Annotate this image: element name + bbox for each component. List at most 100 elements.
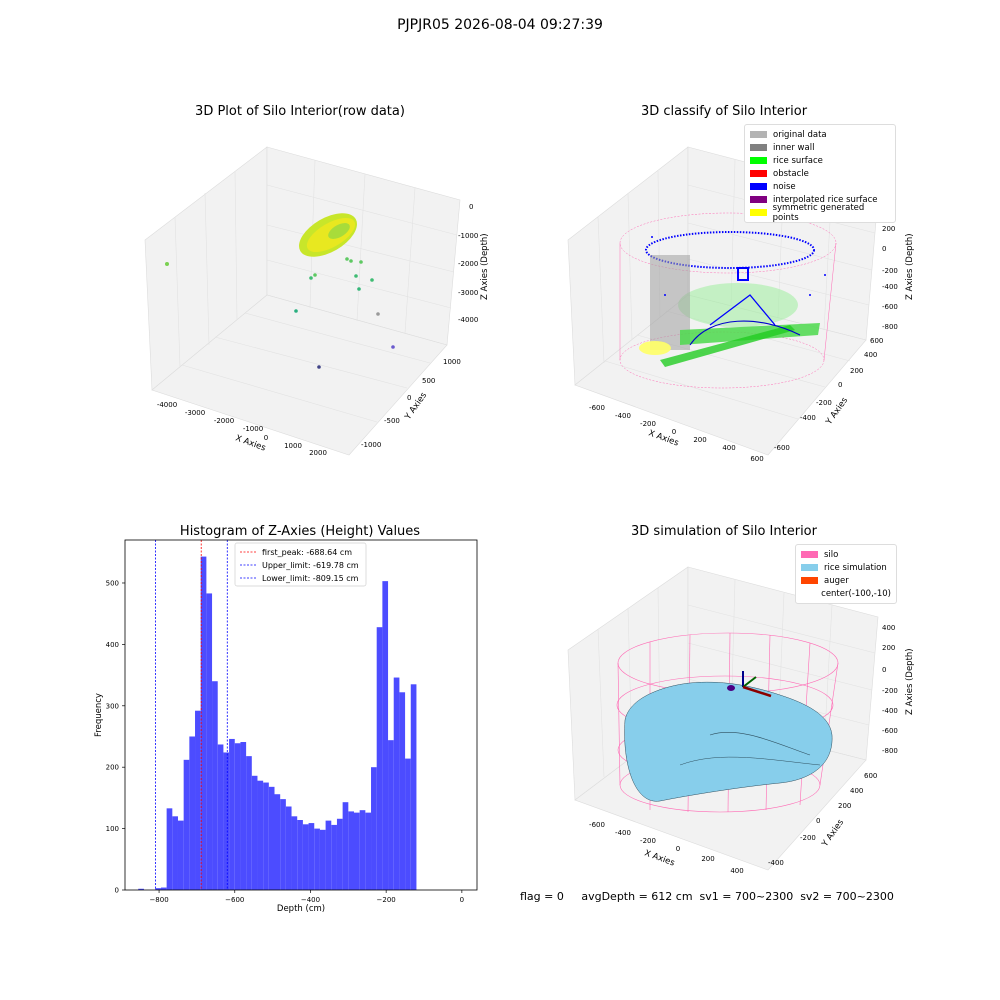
histogram-bar [138,888,144,890]
svg-text:-1000: -1000 [243,425,263,433]
histogram-frame [124,539,478,891]
svg-text:-400: -400 [882,707,898,715]
classify-point-cloud [639,231,826,367]
legend-swatch [750,170,767,177]
y-tick-label: 400 [106,641,119,649]
histogram-bar [217,744,224,890]
histogram-bar [240,742,247,890]
legend-item-silo: silo [801,548,891,561]
simulation-xlabel: X Axies [643,848,676,868]
classify-legend: original data inner wall rice surface ob… [744,124,896,223]
histogram-xlabel: Depth (cm) [277,904,325,914]
svg-text:0: 0 [882,666,886,674]
classify-ytick-labels: -600 -400 -200 0 200 400 600 [774,337,883,452]
svg-text:0: 0 [264,434,268,442]
svg-text:-400: -400 [615,412,631,420]
classify-zlabel: Z Axies (Depth) [905,233,915,300]
histogram-bar [212,681,218,890]
svg-text:-800: -800 [882,747,898,755]
svg-text:600: 600 [870,337,883,345]
svg-text:-3000: -3000 [185,409,205,417]
histogram-bar [229,738,235,890]
rice-simulation-surface [624,681,833,802]
legend-swatch [801,551,818,558]
histogram-bar [371,767,377,890]
histogram-bar [388,740,394,890]
svg-text:2000: 2000 [309,449,327,457]
legend-item-original-data: original data [750,128,890,141]
histogram-bar [172,816,178,890]
auger-axes-marker [727,671,772,698]
histogram-bar [166,808,173,890]
histogram-bar [234,743,241,890]
svg-text:600: 600 [864,772,877,780]
legend-item-rice-simulation: rice simulation [801,561,891,574]
svg-text:400: 400 [864,351,877,359]
legend-swatch [801,577,818,584]
figure-title: PJPJR05 2026-08-04 09:27:39 [397,17,603,33]
legend-swatch [750,209,767,216]
histogram-bar [336,818,343,890]
simulation-xtick-labels: -600 -400 -200 0 200 400 [589,821,744,875]
svg-text:500: 500 [422,377,435,385]
histogram-bar [183,759,190,890]
svg-text:0: 0 [469,203,473,211]
svg-text:200: 200 [838,802,851,810]
svg-text:-3000: -3000 [458,289,478,297]
x-tick-label: −600 [225,896,244,904]
raw-ytick-labels: -1000 -500 0 500 1000 [361,358,461,449]
raw-axes-panes [144,146,461,456]
histogram-bar [251,775,258,890]
histogram-bar [285,806,292,890]
svg-text:-200: -200 [816,399,832,407]
histogram-bar [308,823,315,890]
svg-text:1000: 1000 [284,442,302,450]
histogram-bar [342,802,349,890]
simulation-plot-title: 3D simulation of Silo Interior [631,524,817,539]
histogram-y-ticks: 0 100 200 300 400 500 [106,579,125,895]
legend-item-obstacle: obstacle [750,167,890,180]
histogram-bars [138,556,417,890]
svg-text:-400: -400 [768,859,784,867]
svg-text:-400: -400 [882,283,898,291]
svg-text:400: 400 [722,444,735,452]
histogram-bar [206,593,213,890]
svg-text:0: 0 [676,845,680,853]
svg-text:-200: -200 [882,267,898,275]
svg-text:-600: -600 [589,404,605,412]
raw-xtick-labels: -4000 -3000 -2000 -1000 0 1000 2000 [157,401,327,457]
histogram-bar [399,692,406,890]
x-tick-label: 0 [460,896,464,904]
classify-plot-title: 3D classify of Silo Interior [640,104,808,119]
svg-text:-400: -400 [615,829,631,837]
simulation-3d-plot: -600 -400 -200 0 200 400 -400 -200 0 200… [567,566,915,875]
histogram-bar [263,782,269,890]
svg-text:-4000: -4000 [157,401,177,409]
histogram-bar [319,829,326,890]
histogram-chart: −800 −600 −400 −200 0 0 100 200 300 400 500 Depth… [94,539,478,914]
classify-ztick-labels: 200 0 -200 -400 -600 -800 [882,225,898,331]
svg-text:200: 200 [882,225,895,233]
svg-text:1000: 1000 [443,358,461,366]
raw-3d-plot: -4000 -3000 -2000 -1000 0 1000 2000 -100… [144,146,490,457]
svg-text:-600: -600 [589,821,605,829]
legend-item-symmetric: symmetric generated points [750,203,890,223]
x-tick-label: −800 [149,896,168,904]
histogram-title: Histogram of Z-Axies (Height) Values [179,524,421,539]
histogram-bar [257,780,264,890]
legend-swatch [750,144,767,151]
histogram-legend-label: Lower_limit: -809.15 cm [262,574,359,583]
svg-text:200: 200 [882,644,895,652]
y-tick-label: 0 [115,887,119,895]
histogram-bar [393,677,400,890]
histogram-bar [177,820,184,890]
svg-text:-200: -200 [640,837,656,845]
histogram-bar [291,816,298,890]
histogram-bar [155,888,161,890]
y-tick-label: 500 [106,579,119,587]
status-line: flag = 0 avgDepth = 612 cm sv1 = 700~230… [520,890,894,903]
svg-text:200: 200 [693,436,706,444]
raw-zlabel: Z Axies (Depth) [480,233,490,300]
histogram-bar [223,752,230,890]
histogram-bar [353,812,360,890]
